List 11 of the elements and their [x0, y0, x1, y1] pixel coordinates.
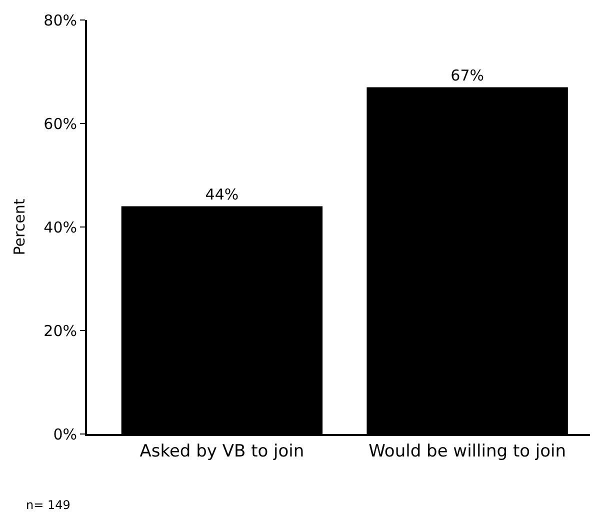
y-tick-label: 0%: [53, 425, 77, 444]
y-tick-label: 40%: [44, 218, 77, 236]
y-axis-title: Percent: [10, 198, 28, 256]
text: n= 149: [26, 498, 70, 512]
x-tick-label: Asked by VB to join: [140, 441, 304, 462]
x-tick-label: Would be willing to join: [368, 441, 566, 462]
data-label: 67%: [450, 66, 484, 84]
y-tick-label: 80%: [44, 11, 77, 30]
y-tick-label: 20%: [44, 322, 77, 340]
y-tick-label: 60%: [44, 114, 77, 133]
data-label: 44%: [205, 185, 239, 204]
